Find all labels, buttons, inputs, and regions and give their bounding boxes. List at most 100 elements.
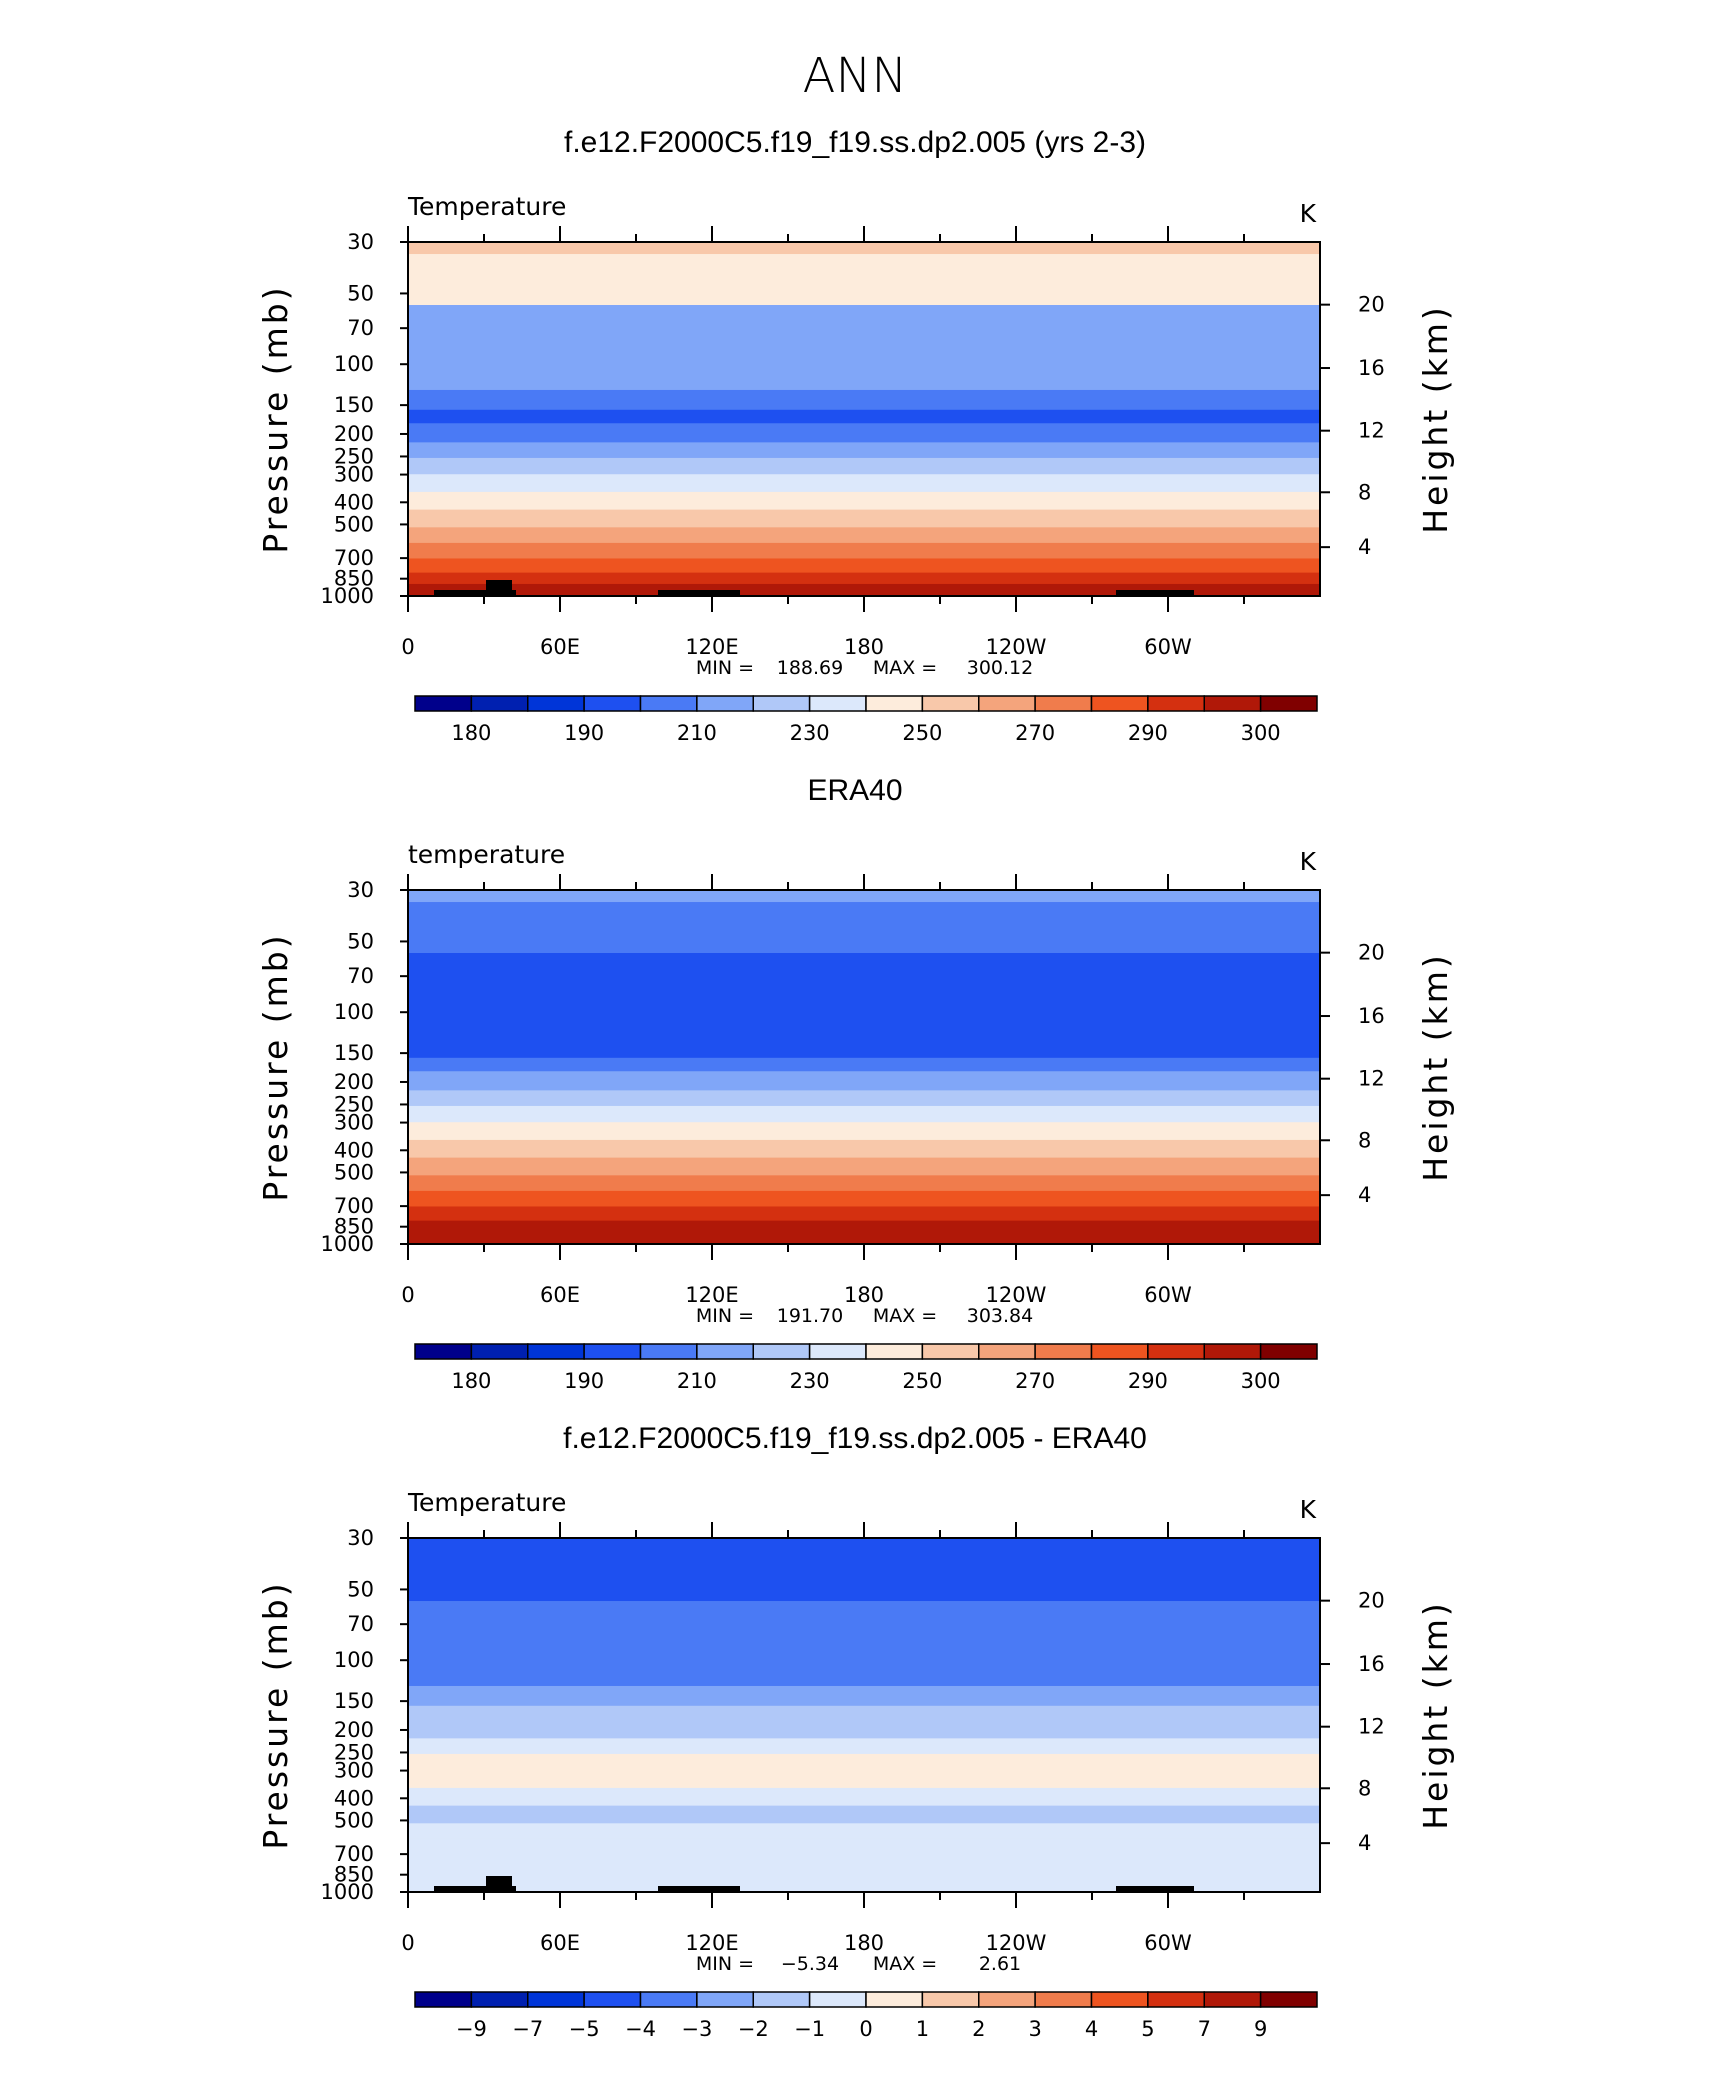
- contour-band: [408, 890, 1320, 903]
- topography-block: [1116, 1886, 1194, 1892]
- x-tick-label: 120W: [986, 1283, 1047, 1307]
- contour-band: [408, 1805, 1320, 1824]
- colorbar-label: 300: [1241, 1369, 1281, 1393]
- topography-block: [486, 1876, 512, 1892]
- contour-band: [408, 1738, 1320, 1755]
- y-tick-label: 250: [334, 1092, 374, 1116]
- colorbar-label: 0: [859, 2017, 872, 2041]
- contour-band: [408, 1105, 1320, 1123]
- y-tick-label: 150: [334, 1041, 374, 1065]
- y-tick-label: 500: [334, 1808, 374, 1832]
- min-label: MIN =: [696, 657, 754, 679]
- y-tick-label: 250: [334, 1740, 374, 1764]
- height-tick-label: 16: [1358, 356, 1385, 380]
- colorbar-swatch: [583, 1343, 642, 1360]
- x-tick-label: 60E: [540, 1283, 580, 1307]
- y-tick-label: 100: [334, 1648, 374, 1672]
- colorbar-label: 230: [790, 1369, 830, 1393]
- contour-band: [408, 1057, 1320, 1072]
- y-tick-label: 850: [334, 567, 374, 591]
- y-axis-title: Pressure (mb): [256, 932, 295, 1201]
- topography: [434, 580, 1194, 596]
- y-tick-label: 1000: [321, 584, 374, 608]
- contour-band: [408, 1090, 1320, 1107]
- colorbar-swatch: [1203, 695, 1262, 712]
- variable-label: Temperature: [407, 1488, 566, 1517]
- height-tick-label: 8: [1358, 1776, 1371, 1800]
- colorbar-swatch: [414, 1343, 473, 1360]
- y-axis-title: Pressure (mb): [256, 1580, 295, 1849]
- y-tick-label: 30: [347, 230, 374, 254]
- height-tick-label: 4: [1358, 1831, 1371, 1855]
- colorbar-label: 250: [902, 721, 942, 745]
- contour-band: [408, 242, 1320, 255]
- figure-title: ANN: [803, 48, 908, 104]
- y-tick-label: 100: [334, 352, 374, 376]
- contour-band: [408, 1838, 1320, 1856]
- contour-band: [408, 389, 1320, 411]
- x-tick-label: 120E: [685, 1931, 738, 1955]
- height-tick-label: 20: [1358, 1589, 1385, 1613]
- topography-block: [434, 590, 516, 596]
- x-tick-label: 120E: [685, 1283, 738, 1307]
- colorbar-swatch: [583, 695, 642, 712]
- contour-band: [408, 1550, 1320, 1602]
- contour-band: [408, 1868, 1320, 1881]
- colorbar-swatch: [1034, 1991, 1093, 2008]
- colorbar-swatch: [1147, 1991, 1205, 2008]
- colorbar-swatch: [921, 1991, 980, 2008]
- contour-band: [408, 1854, 1320, 1870]
- colorbar-label: 180: [451, 721, 491, 745]
- colorbar-swatch: [808, 1343, 867, 1360]
- x-tick-label: 60E: [540, 1931, 580, 1955]
- y-tick-label: 850: [334, 1863, 374, 1887]
- contour-band: [408, 1823, 1320, 1840]
- colorbar: 180 190 210 230 250 270 290 300: [414, 1343, 1318, 1393]
- colorbar-label: 210: [677, 721, 717, 745]
- y-tick-label: 50: [347, 1577, 374, 1601]
- height-tick-label: 8: [1358, 480, 1371, 504]
- contour-band: [408, 953, 1320, 1039]
- colorbar-swatch: [865, 1991, 924, 2008]
- colorbar-swatch: [639, 1991, 698, 2008]
- height-tick-label: 20: [1358, 293, 1385, 317]
- contour-band: [408, 1538, 1320, 1551]
- contour-band: [408, 1231, 1320, 1245]
- colorbar-label: 300: [1241, 721, 1281, 745]
- y-tick-label: 70: [347, 964, 374, 988]
- topography-block: [486, 580, 512, 596]
- y-tick-label: 500: [334, 1160, 374, 1184]
- units-label: K: [1300, 199, 1317, 228]
- colorbar-swatch: [1259, 695, 1318, 712]
- height-axis-ticks: 20 16 12 8 4: [1320, 941, 1385, 1207]
- height-axis-title: Height (km): [1416, 304, 1455, 534]
- colorbar-label: 7: [1198, 2017, 1211, 2041]
- colorbar-swatch: [527, 695, 585, 712]
- colorbar-swatch: [1034, 1343, 1093, 1360]
- y-tick-label: 850: [334, 1215, 374, 1239]
- colorbar-label: −5: [569, 2017, 600, 2041]
- contour-band: [408, 1139, 1320, 1159]
- min-label: MIN =: [696, 1305, 754, 1327]
- colorbar-swatch: [696, 695, 754, 712]
- height-tick-label: 16: [1358, 1004, 1385, 1028]
- x-tick-label: 120E: [685, 635, 738, 659]
- contour-band: [408, 409, 1320, 424]
- contour-band: [408, 572, 1320, 585]
- colorbar-swatch: [752, 1343, 811, 1360]
- height-tick-label: 12: [1358, 419, 1385, 443]
- colorbar-label: 290: [1128, 721, 1168, 745]
- contour-band: [408, 254, 1320, 306]
- max-value: 300.12: [967, 657, 1033, 679]
- colorbar-swatch: [470, 1343, 529, 1360]
- contour-band: [408, 1705, 1320, 1720]
- colorbar-swatch: [414, 1991, 473, 2008]
- contour-band: [408, 1787, 1320, 1807]
- colorbar-swatch: [1259, 1991, 1318, 2008]
- topography-block: [658, 1886, 740, 1892]
- colorbar-swatch: [978, 1343, 1036, 1360]
- contour-band: [408, 542, 1320, 560]
- colorbar-swatch: [808, 1991, 867, 2008]
- colorbar-swatch: [921, 695, 980, 712]
